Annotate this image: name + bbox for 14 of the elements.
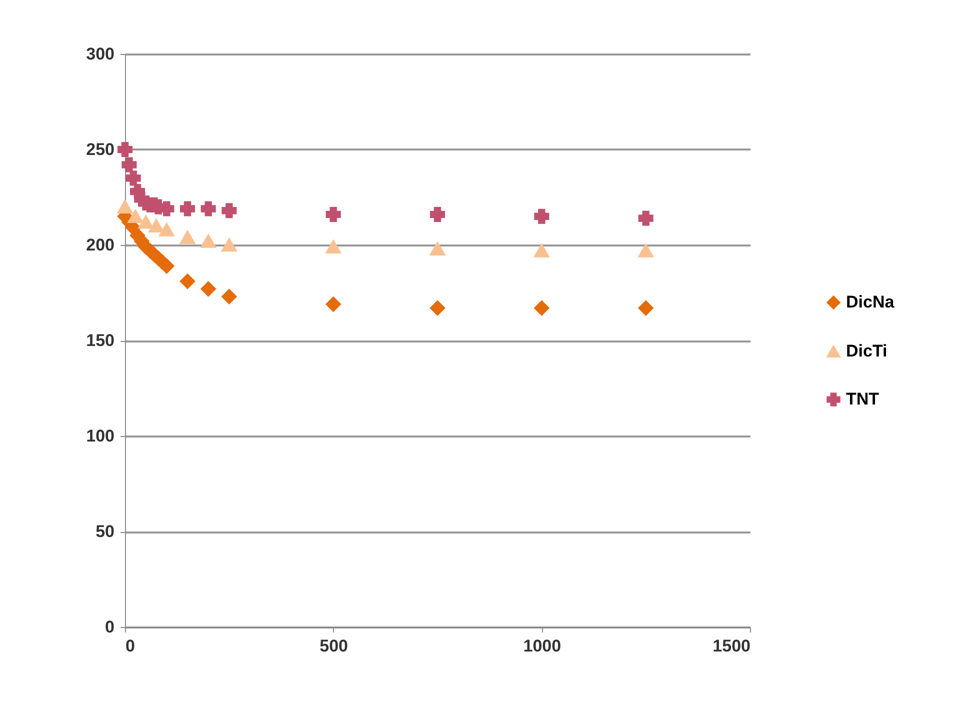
y-tick-label: 200 [86, 236, 114, 254]
y-tick-label: 300 [86, 44, 114, 64]
y-tick-label: 0 [105, 618, 114, 636]
y-tick-label: 100 [86, 426, 114, 446]
legend-label: DicNa [846, 292, 895, 312]
y-tick-label: 50 [96, 522, 114, 541]
legend-label: TNT [846, 390, 880, 408]
x-tick-label: 1000 [523, 636, 562, 656]
x-tick-label: 0 [126, 636, 135, 656]
legend-label: DicTi [846, 342, 888, 360]
x-tick-label: 500 [320, 636, 348, 656]
y-tick-label: 150 [86, 331, 114, 350]
x-tick-label: 1500 [712, 636, 750, 656]
y-tick-label: 250 [86, 140, 114, 159]
